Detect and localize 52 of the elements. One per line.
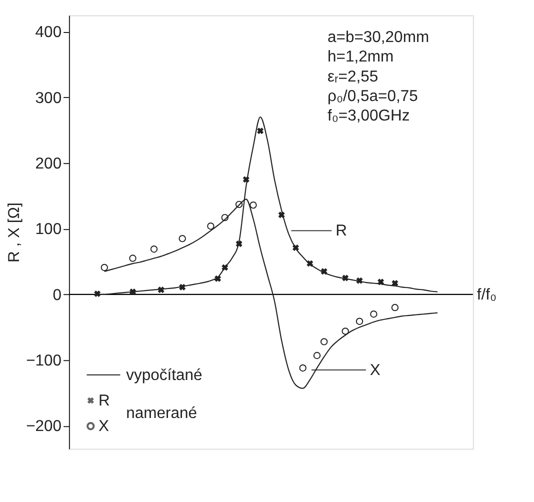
- y-tick-label: 100: [35, 221, 62, 238]
- point: [235, 200, 243, 208]
- point: [299, 364, 306, 372]
- annotation: namerané: [126, 405, 198, 422]
- annotation: a=b=30,20mm: [327, 28, 430, 46]
- legend-label: vypočítané: [126, 366, 203, 384]
- point: [100, 264, 108, 272]
- point: [150, 245, 158, 253]
- y-tick-label: −200: [26, 418, 62, 436]
- annotation: f₀=3,00GHz: [327, 108, 410, 125]
- point: [222, 264, 228, 271]
- point: [214, 275, 222, 282]
- point: [129, 288, 136, 296]
- y-tick-label: 400: [35, 24, 62, 42]
- annotation: R: [336, 222, 347, 240]
- point: [178, 234, 186, 242]
- point: [391, 304, 399, 312]
- y-tick-label: 0: [52, 286, 62, 304]
- point: [236, 240, 242, 248]
- point: [221, 214, 228, 222]
- point: [158, 286, 164, 294]
- point: [250, 201, 257, 209]
- point: [356, 318, 364, 325]
- point: [207, 222, 214, 230]
- annotation: h=1,2mm: [327, 48, 394, 66]
- point: [342, 328, 349, 335]
- annotation: X: [370, 362, 381, 379]
- point: [257, 128, 264, 134]
- point: [370, 310, 378, 318]
- y-tick-label: 200: [35, 155, 62, 172]
- x-axis-title: f/f₀: [476, 286, 497, 304]
- point: [320, 268, 328, 275]
- point: [356, 277, 363, 284]
- legend-label: R: [98, 392, 110, 410]
- point: [306, 260, 314, 267]
- point: [292, 244, 300, 252]
- point: [392, 280, 398, 287]
- point: [94, 290, 101, 298]
- point: [278, 212, 285, 218]
- legend-label: X: [98, 418, 110, 436]
- point: [242, 176, 250, 183]
- point: [179, 284, 186, 290]
- y-tick-label: −100: [26, 352, 62, 370]
- point: [342, 274, 349, 282]
- point: [313, 352, 321, 360]
- y-axis-title: R , X [Ω]: [6, 202, 24, 262]
- point: [378, 278, 384, 286]
- annotation: εᵣ=2,55: [327, 68, 378, 86]
- y-tick-label: 300: [35, 90, 62, 107]
- point: [129, 254, 136, 262]
- annotation: ρ₀/0,5a=0,75: [327, 88, 418, 105]
- point: [320, 338, 328, 346]
